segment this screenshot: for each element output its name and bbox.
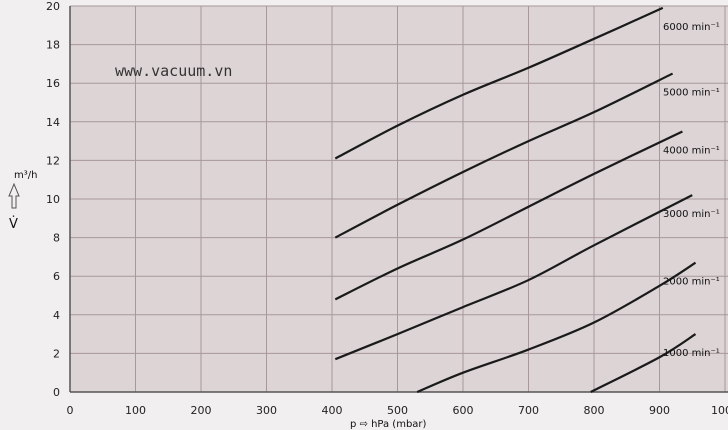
series-label: 3000 min⁻¹ (663, 209, 720, 220)
series-line (334, 194, 693, 361)
series-label: 2000 min⁻¹ (663, 277, 720, 288)
series-labels: 6000 min⁻¹ 5000 min⁻¹ 4000 min⁻¹ 3000 min⁻¹… (663, 22, 720, 359)
x-axis-label: p ⇨ hPa (mbar) (350, 419, 427, 430)
series-label: 4000 min⁻¹ (663, 145, 720, 156)
series-label: 6000 min⁻¹ (663, 22, 720, 33)
series-line (590, 333, 697, 393)
x-tick-label: 900 (649, 404, 670, 417)
x-tick-label: 400 (322, 404, 343, 417)
y-tick-label: 0 (53, 386, 60, 399)
x-tick-label: 700 (518, 404, 539, 417)
grid (69, 5, 728, 393)
x-tick-label: 600 (453, 404, 474, 417)
y-tick-label: 16 (46, 77, 60, 90)
watermark: www.vacuum.vn (115, 62, 232, 80)
y-tick-label: 2 (53, 347, 60, 360)
series-label: 1000 min⁻¹ (663, 348, 720, 359)
series-line (416, 261, 697, 394)
x-tick-label: 200 (191, 404, 212, 417)
x-tick-label: 0 (67, 404, 74, 417)
x-tick-labels: 0 100 200 300 400 500 600 700 800 900 1000 (67, 404, 728, 417)
y-tick-label: 20 (46, 0, 60, 13)
series-line (334, 6, 664, 160)
x-tick-label: 300 (256, 404, 277, 417)
series-lines (334, 6, 697, 394)
y-tick-labels: 0 2 4 6 8 10 12 14 16 18 20 (46, 0, 60, 399)
y-tick-label: 6 (53, 270, 60, 283)
y-tick-label: 14 (46, 116, 60, 129)
x-tick-label: 500 (387, 404, 408, 417)
series-line (334, 130, 683, 301)
series-label: 5000 min⁻¹ (663, 88, 720, 99)
x-tick-label: 1000 (711, 404, 728, 417)
y-tick-label: 18 (46, 39, 60, 52)
y-tick-label: 10 (46, 193, 60, 206)
up-arrow-icon (8, 182, 20, 209)
y-axis-symbol: V̇ (9, 217, 18, 232)
x-tick-label: 800 (584, 404, 605, 417)
y-tick-label: 8 (53, 232, 60, 245)
series-line (334, 72, 674, 239)
y-tick-label: 12 (46, 154, 60, 167)
x-tick-label: 100 (125, 404, 146, 417)
y-tick-label: 4 (53, 309, 60, 322)
y-axis-unit: m³/h (14, 170, 37, 181)
